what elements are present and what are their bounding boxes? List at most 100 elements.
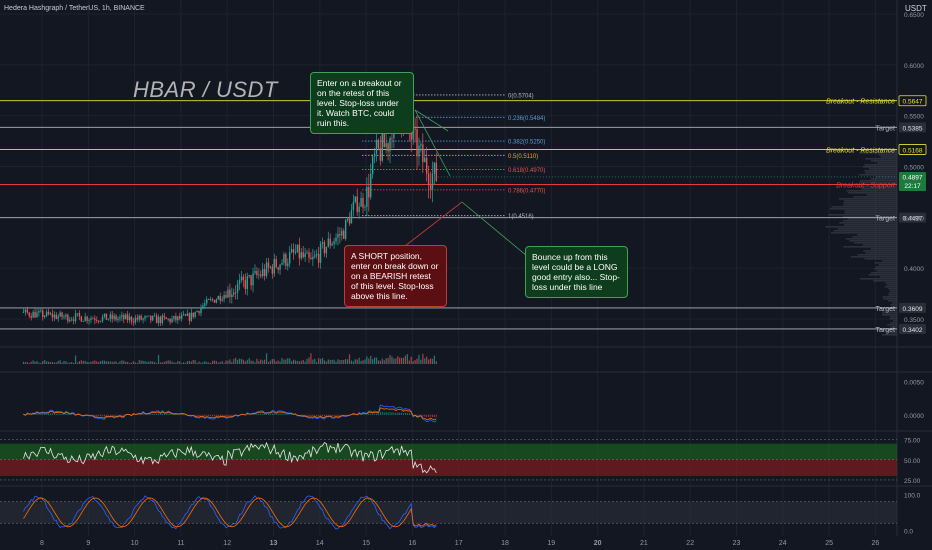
macd-histogram-bar: [254, 414, 256, 416]
macd-histogram-bar: [376, 413, 378, 416]
macd-histogram-bar: [404, 412, 406, 416]
candle-body: [51, 313, 54, 318]
macd-histogram-bar: [28, 414, 30, 416]
macd-histogram-bar: [360, 414, 362, 416]
candle-body: [204, 303, 206, 306]
macd-histogram-bar: [165, 414, 167, 416]
candle-body: [234, 292, 237, 294]
macd-histogram-bar: [331, 414, 333, 417]
candle-body: [223, 295, 225, 300]
candle-body: [289, 252, 291, 264]
volume-bar: [86, 361, 88, 364]
macd-histogram-bar: [92, 414, 94, 416]
volume-bar: [383, 360, 385, 364]
price-tag-bg: [899, 212, 926, 223]
volume-bar: [188, 361, 190, 364]
candle-body: [414, 128, 416, 130]
macd-histogram-bar: [412, 414, 414, 416]
annotation-bounce-long[interactable]: Bounce up from this level could be a LON…: [525, 246, 628, 298]
stoch-d-line: [23, 497, 437, 528]
candle-body: [329, 238, 331, 246]
macd-histogram-bar: [337, 414, 339, 417]
connector-bounce-long: [461, 201, 528, 257]
macd-signal-line: [23, 407, 437, 421]
macd-histogram-bar: [260, 413, 262, 416]
volume-bar: [183, 362, 185, 364]
annotation-enter-breakout[interactable]: Enter on a breakout or on the retest of …: [310, 72, 414, 134]
volume-bar: [211, 360, 214, 364]
volume-bar: [198, 361, 200, 364]
macd-histogram-bar: [339, 414, 341, 416]
volume-bar: [345, 358, 347, 364]
time-tick-label: 16: [409, 540, 417, 547]
volume-bar: [67, 362, 69, 364]
volume-bar: [358, 357, 360, 364]
macd-histogram-bar: [435, 414, 437, 417]
candle-body: [123, 315, 125, 320]
macd-histogram-bar: [49, 413, 51, 416]
macd-histogram-bar: [163, 414, 165, 416]
volume-bar: [431, 358, 434, 364]
candle-body: [292, 249, 295, 253]
volume-bar: [38, 362, 40, 364]
time-tick-label: 10: [131, 540, 139, 547]
annotation-short-position[interactable]: A SHORT position, enter on break down or…: [344, 245, 447, 307]
volume-profile-bar: [883, 298, 897, 300]
macd-histogram-bar: [154, 413, 156, 416]
macd-histogram-bar: [51, 413, 53, 416]
volume-bar: [410, 356, 412, 364]
macd-histogram-bar: [256, 413, 258, 416]
horizontal-levels[interactable]: Breakout - Resistance Target Breakout - Re…: [0, 99, 897, 334]
level-label: Breakout - Resistance: [826, 147, 895, 154]
volume-profile-bar: [878, 264, 897, 266]
volume-bar: [24, 362, 27, 364]
candle-body: [72, 319, 75, 321]
time-axis[interactable]: 8 9 10 11 12 13 14 15 16 17 18 19 20 21 22 23 24 25 26: [0, 536, 932, 550]
macd-histogram-bar: [146, 414, 148, 416]
volume-bar: [370, 355, 372, 364]
volume-profile-bar: [843, 204, 897, 206]
macd-histogram-bar: [327, 414, 329, 416]
candle-body: [435, 162, 438, 181]
volume-bar: [127, 361, 129, 364]
volume-profile-bar: [880, 156, 897, 158]
volume-bar: [111, 361, 113, 364]
macd-histogram-bar: [169, 413, 171, 416]
macd-histogram-bar: [275, 414, 277, 416]
volume-bar: [155, 362, 158, 364]
macd-histogram-bar: [219, 414, 221, 416]
macd-histogram-bar: [156, 413, 158, 416]
volume-bar: [26, 362, 28, 364]
volume-bar: [171, 361, 173, 364]
price-axis[interactable]: 0.56470.53850.51680.48230.44970.36090.34…: [898, 12, 927, 535]
volume-profile-bar: [882, 312, 897, 314]
volume-profile-bar: [871, 160, 897, 162]
candle-body: [273, 258, 275, 274]
time-tick-label: 22: [686, 540, 694, 547]
macd-histogram-bar: [88, 414, 90, 416]
candle-body: [233, 292, 235, 295]
volume-bar: [177, 361, 179, 364]
macd-histogram-bar: [258, 413, 260, 416]
volume-profile-bar: [889, 316, 897, 318]
volume-bar: [103, 360, 106, 364]
macd-histogram-bar: [395, 412, 397, 416]
volume-bar: [335, 361, 337, 364]
candle-body: [63, 316, 65, 318]
macd-histogram-bar: [213, 414, 215, 417]
macd-histogram-bar: [347, 414, 349, 416]
volume-profile-bar: [865, 158, 897, 160]
volume-bar: [30, 361, 32, 364]
candle-body: [92, 318, 94, 320]
volume-bar: [51, 362, 54, 364]
candle-body: [364, 207, 366, 208]
volume-bar: [310, 353, 312, 364]
macd-histogram-bar: [312, 414, 314, 417]
candle-body: [337, 234, 339, 238]
volume-bar: [173, 362, 175, 364]
volume-bar: [109, 361, 111, 364]
volume-bar: [433, 355, 435, 364]
candle-body: [362, 197, 364, 208]
volume-bar: [420, 359, 422, 364]
